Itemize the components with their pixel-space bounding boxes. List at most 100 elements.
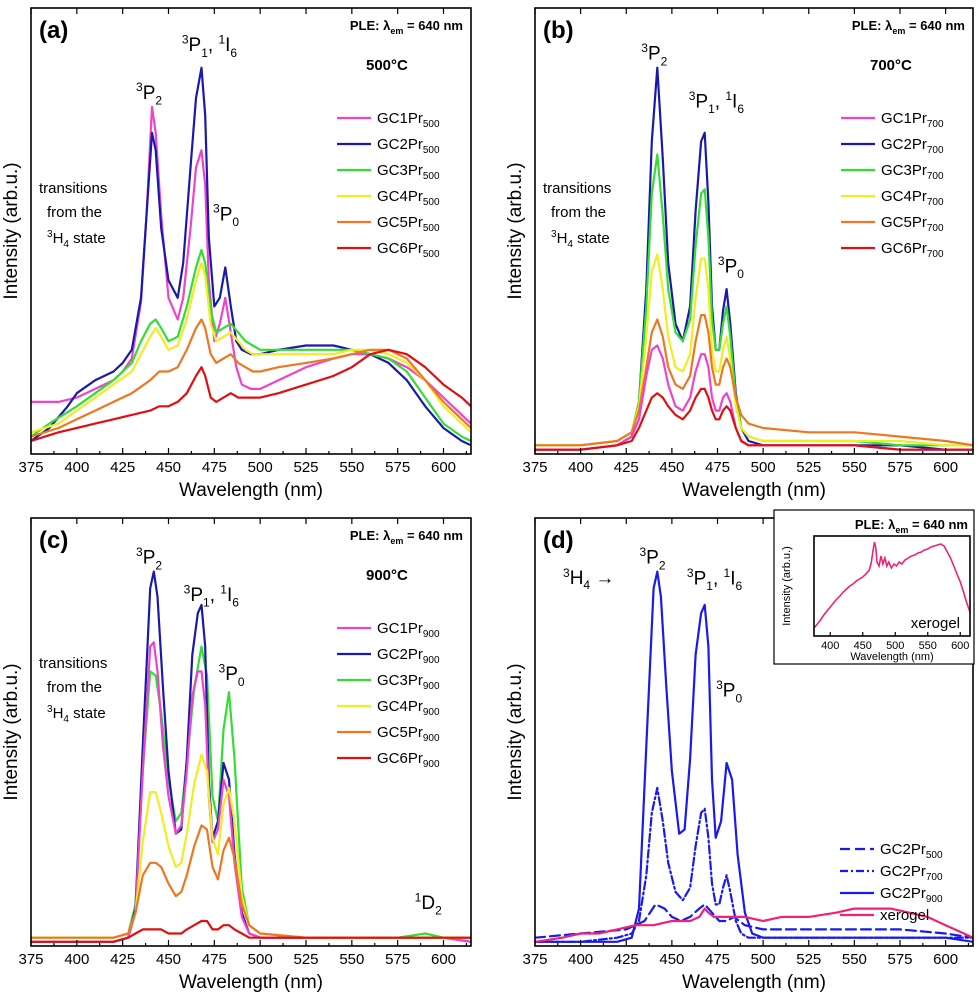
panel-d: 375 400 425 450 475 500 525 550 575 600 Wavelength… — [505, 509, 975, 993]
x-tick-label: 375 — [18, 459, 43, 476]
x-tick-label: 575 — [887, 951, 912, 968]
legend-entry: GC1Pr500 — [377, 110, 440, 130]
side-text-line: transitions — [39, 180, 107, 197]
series-line-GC2Pr900 — [535, 570, 973, 943]
x-tick-label: 400 — [64, 951, 89, 968]
x-axis-label: Wavelength (nm) — [682, 972, 826, 993]
series-line-GC4Pr900 — [31, 753, 471, 939]
x-tick-label: 450 — [156, 951, 181, 968]
x-tick-label: 525 — [796, 459, 821, 476]
legend-entry: xerogel — [880, 907, 929, 924]
inset-series-label: xerogel — [911, 615, 960, 632]
temperature-label: 700°C — [870, 57, 912, 74]
x-tick-label: 475 — [705, 459, 730, 476]
legend-entry: GC2Pr700 — [881, 136, 944, 156]
x-tick-label: 400 — [568, 951, 593, 968]
inset-bg — [774, 510, 974, 664]
x-tick-label: 550 — [842, 951, 867, 968]
legend-entry: GC3Pr500 — [377, 162, 440, 182]
x-tick-label: 375 — [522, 951, 547, 968]
side-text-state: 3H4 state — [47, 704, 106, 725]
series-group — [535, 66, 973, 451]
x-tick-label: 450 — [659, 951, 684, 968]
x-tick-label: 550 — [842, 459, 867, 476]
x-tick-label: 475 — [202, 459, 227, 476]
panel-label: (a) — [39, 17, 68, 44]
series-line-GC5Pr900 — [31, 824, 471, 939]
series-line-GC4Pr500 — [31, 261, 471, 434]
plot-frame — [534, 517, 974, 947]
x-tick-label: 425 — [110, 951, 135, 968]
inset: 400 450 500 550 600 Wavelength (nm) Intensity … — [773, 509, 975, 665]
temperature-label: 900°C — [366, 567, 408, 584]
series-line-GC6Pr500 — [31, 348, 471, 443]
legend-entry: GC6Pr500 — [377, 240, 440, 260]
plot-frame — [30, 517, 472, 947]
peak-label: 3P1, 1I6 — [182, 32, 238, 59]
y-axis-label: Intensity (arb.u.) — [1, 663, 22, 800]
ple-label: PLE: λem = 640 nm — [350, 18, 463, 36]
y-axis-label: Intensity (arb.u.) — [1, 162, 22, 299]
legend-entry: GC3Pr700 — [881, 162, 944, 182]
x-tick-label: 525 — [293, 951, 318, 968]
inset-series-xerogel — [813, 541, 971, 629]
x-tick-label: 400 — [64, 459, 89, 476]
x-tick-label: 425 — [614, 459, 639, 476]
panel-a: 375 400 425 450 475 500 525 550 575 600 Wavelength… — [1, 7, 472, 501]
inset-frame — [813, 535, 971, 637]
peak-label: 3P1, 1I6 — [184, 582, 240, 609]
x-tick-label: 375 — [18, 951, 43, 968]
inset-x-tick-label: 450 — [854, 640, 872, 652]
plot-frame — [30, 7, 472, 455]
inset-x-axis-label: Wavelength (nm) — [850, 651, 933, 663]
x-tick-label: 575 — [887, 459, 912, 476]
series-line-GC1Pr500 — [31, 105, 471, 425]
legend-entry: GC5Pr900 — [377, 724, 440, 744]
peak-label: 1D2 — [415, 890, 442, 917]
inset-x-tick-label: 600 — [951, 640, 969, 652]
plot-frame — [534, 7, 974, 455]
x-tick-label: 550 — [339, 459, 364, 476]
side-text-state: 3H4 state — [551, 229, 610, 250]
legend-entry: GC2Pr900 — [880, 885, 943, 905]
legend-entry: GC5Pr700 — [881, 214, 944, 234]
side-text-line: from the — [47, 679, 102, 696]
legend-entry: GC5Pr500 — [377, 214, 440, 234]
panel-label: (b) — [543, 17, 574, 44]
series-line-GC1Pr700 — [535, 344, 973, 451]
x-tick-label: 450 — [659, 459, 684, 476]
side-text-line: transitions — [543, 180, 611, 197]
peak-label: 3P2 — [136, 80, 162, 107]
peak-label: 3P0 — [213, 202, 239, 229]
side-text-line: transitions — [39, 655, 107, 672]
x-tick-label: 425 — [614, 951, 639, 968]
series-line-GC6Pr900 — [31, 919, 471, 943]
x-tick-label: 500 — [751, 459, 776, 476]
legend-entry: GC1Pr900 — [377, 620, 440, 640]
x-tick-label: 600 — [431, 459, 456, 476]
legend-entry: GC2Pr700 — [880, 863, 943, 883]
legend-entry: GC3Pr900 — [377, 672, 440, 692]
x-tick-label: 475 — [705, 951, 730, 968]
y-axis-label: Intensity (arb.u.) — [505, 663, 526, 800]
x-tick-label: 500 — [248, 459, 273, 476]
series-line-GC5Pr700 — [535, 314, 973, 447]
inset-x-tick-label: 550 — [919, 640, 937, 652]
y-axis-label: Intensity (arb.u.) — [505, 162, 526, 299]
series-group — [535, 570, 973, 943]
peak-label: 3P2 — [136, 545, 162, 572]
x-tick-label: 500 — [248, 951, 273, 968]
series-line-GC5Pr500 — [31, 318, 471, 438]
series-line-GC2Pr500 — [535, 903, 973, 939]
inset-ple-label: PLE: λem = 640 nm — [855, 517, 968, 535]
x-tick-label: 375 — [522, 459, 547, 476]
x-tick-label: 600 — [933, 459, 958, 476]
x-tick-label: 425 — [110, 459, 135, 476]
peak-label: 3P1, 1I6 — [687, 566, 743, 593]
series-line-GC4Pr700 — [535, 253, 973, 447]
peak-label: 3P2 — [639, 545, 665, 572]
peak-label: 3P0 — [716, 678, 742, 705]
panel-c: 375 400 425 450 475 500 525 550 575 600 Wavelength… — [1, 517, 472, 993]
x-tick-label: 500 — [751, 951, 776, 968]
x-tick-label: 575 — [385, 951, 410, 968]
